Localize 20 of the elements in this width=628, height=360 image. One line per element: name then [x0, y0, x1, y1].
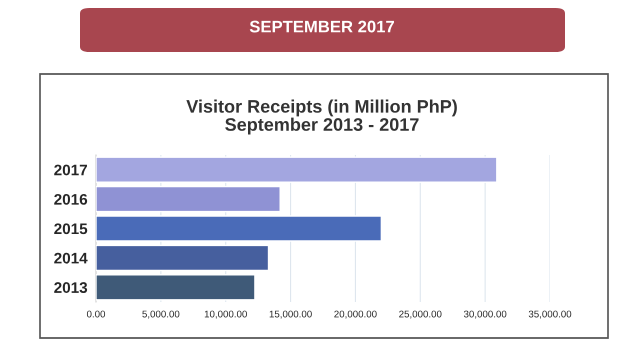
bar: [96, 274, 256, 300]
x-tick-label: 15,000.00: [270, 310, 312, 319]
y-tick-label: 2017: [54, 164, 87, 176]
x-tick-label: 35,000.00: [528, 310, 572, 319]
y-tick-label: 2015: [54, 223, 88, 234]
chart-subtitle: Visitor Receipts (in Million PhP) September 2013 - 2017: [186, 100, 457, 134]
x-tick-label: 20,000.00: [334, 310, 377, 319]
y-tick-label: 2016: [54, 194, 88, 205]
x-tick-label: 10,000.00: [204, 310, 247, 319]
bar: [96, 244, 270, 272]
bar: [96, 156, 498, 183]
x-tick-label: 5,000.00: [142, 310, 180, 319]
chart-title: SEPTEMBER 2017: [250, 20, 394, 32]
y-tick-label: 2013: [54, 282, 88, 294]
y-tick-label: 2014: [54, 252, 88, 264]
bar: [96, 215, 382, 242]
x-tick-label: 0.00: [86, 310, 106, 318]
x-tick-label: 25,000.00: [399, 310, 442, 319]
x-tick-label: 30,000.00: [464, 310, 506, 319]
bar: [96, 186, 281, 212]
